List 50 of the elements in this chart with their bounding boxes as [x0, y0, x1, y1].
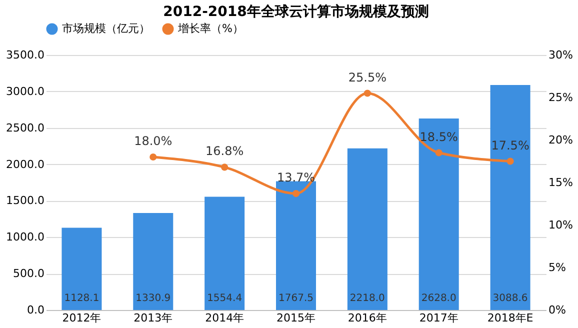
point [150, 153, 157, 161]
y2-tick-label: 30% [548, 48, 573, 62]
bar [418, 118, 459, 310]
bar [347, 148, 388, 310]
chart-title: 2012-2018年全球云计算市场规模及预测 [163, 3, 429, 20]
data-label: 1330.9 [136, 293, 171, 304]
bar [276, 181, 316, 310]
data-label: 2628.0 [421, 293, 456, 304]
y-tick-label: 1500.0 [6, 194, 44, 208]
y-tick-label: 1000.0 [6, 230, 44, 244]
point [435, 149, 442, 156]
data-label: 1128.1 [64, 293, 100, 304]
data-label: 18.0% [134, 134, 172, 148]
y2-tick-label: 0% [548, 304, 566, 316]
y-tick-label: 3000.0 [6, 84, 44, 98]
x-tick-label: 2012年 [62, 312, 102, 324]
data-label: 2218.0 [350, 293, 385, 304]
x-tick-label: 2017年 [419, 312, 458, 324]
y-tick-label: 500.0 [13, 267, 44, 280]
y2-tick-label: 15% [548, 176, 573, 189]
point [506, 158, 514, 165]
data-label: 1554.4 [207, 293, 242, 304]
data-label: 16.8% [206, 144, 244, 158]
legend-label: 市场规模（亿元） [62, 22, 150, 35]
data-label: 1767.5 [278, 293, 314, 304]
data-label: 17.5% [491, 138, 530, 152]
bar [204, 196, 245, 310]
x-tick-label: 2014年 [205, 312, 244, 324]
y2-tick-label: 10% [548, 218, 573, 232]
bar [133, 213, 174, 310]
data-label: 3088.6 [492, 293, 528, 304]
y-tick-label: 3500.0 [6, 48, 44, 62]
bar [62, 228, 102, 310]
x-tick-label: 2013年 [134, 312, 173, 324]
data-label: 25.5% [348, 70, 386, 84]
bar [490, 84, 530, 310]
y-tick-label: 2500.0 [6, 121, 44, 134]
x-tick-label: 2016年 [348, 312, 387, 324]
point [292, 190, 300, 198]
y2-tick-label: 20% [548, 134, 573, 146]
data-label: 18.5% [420, 130, 458, 144]
y-tick-label: 2000.0 [6, 158, 44, 171]
x-tick-label: 2015年 [276, 312, 316, 324]
legend-label: 增长率（%） [177, 22, 244, 35]
point [364, 90, 371, 97]
point [221, 164, 228, 171]
y2-tick-label: 25% [548, 91, 573, 104]
x-tick-label: 2018年E [487, 312, 534, 324]
y2-tick-label: 5% [548, 261, 566, 274]
y-tick-label: 0.0 [27, 304, 44, 316]
